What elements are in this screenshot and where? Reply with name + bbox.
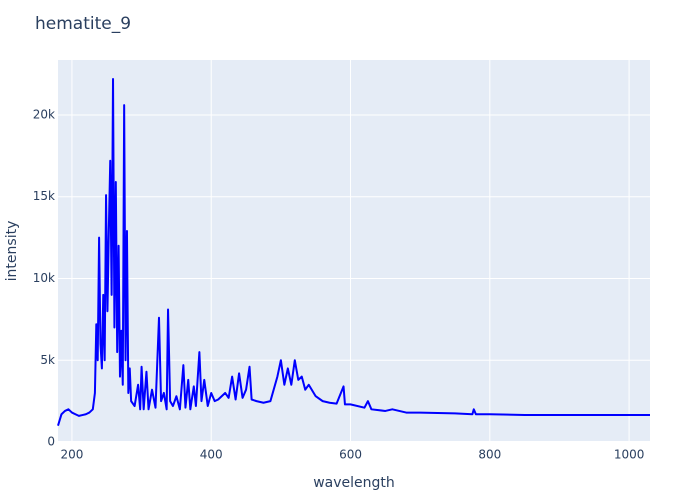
y-tick-label: 0 xyxy=(47,435,55,449)
x-tick-label: 200 xyxy=(60,448,83,462)
x-axis-title: wavelength xyxy=(313,475,395,491)
y-tick-label: 10k xyxy=(33,271,55,285)
x-tick-label: 1000 xyxy=(614,448,645,462)
x-tick-label: 400 xyxy=(200,448,223,462)
y-tick-label: 5k xyxy=(40,353,55,367)
x-tick-label: 800 xyxy=(478,448,501,462)
x-tick-label: 600 xyxy=(339,448,362,462)
y-axis-title: intensity xyxy=(4,221,20,282)
y-tick-label: 20k xyxy=(33,107,55,121)
data-line xyxy=(57,77,650,426)
y-tick-label: 15k xyxy=(33,189,55,203)
chart-title: hematite_9 xyxy=(35,14,131,34)
